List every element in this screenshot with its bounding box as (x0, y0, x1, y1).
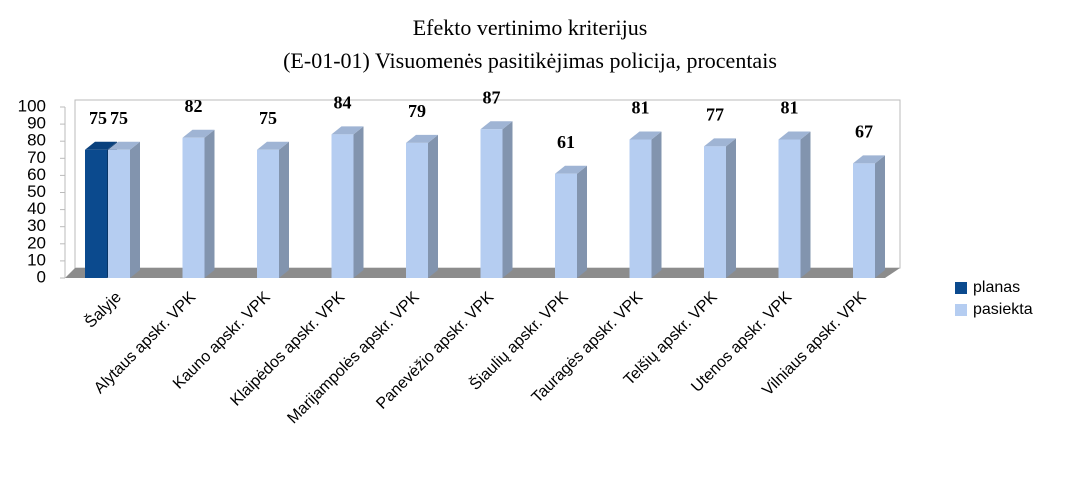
data-label: 75 (89, 108, 107, 128)
bar-side (428, 134, 438, 278)
legend-swatch (955, 282, 967, 294)
legend-swatch (955, 304, 967, 316)
bar-top (629, 131, 662, 140)
bar (853, 163, 875, 278)
bar-top (480, 121, 513, 130)
bar (480, 129, 503, 278)
bar-side (875, 155, 885, 278)
bar-top (853, 155, 885, 164)
data-label: 87 (483, 87, 501, 107)
bar (182, 137, 205, 278)
y-tick-label: 70 (27, 148, 46, 167)
bar-top (704, 138, 736, 147)
legend-label: pasiekta (973, 301, 1033, 318)
bar (85, 149, 107, 278)
bar-top (331, 126, 364, 135)
y-tick-label: 80 (27, 131, 46, 150)
bar (108, 149, 130, 278)
legend-label: planas (973, 279, 1020, 296)
chart-title: Efekto vertinimo kriterijus (413, 15, 648, 40)
bar (406, 142, 428, 278)
data-label: 81 (632, 98, 650, 118)
bar (331, 134, 354, 278)
data-label: 75 (259, 108, 277, 128)
chart-subtitle: (E-01-01) Visuomenės pasitikėjimas polic… (283, 48, 777, 73)
x-tick-label: Šalyje (81, 287, 125, 331)
data-label: 67 (855, 122, 873, 142)
bar (629, 139, 652, 278)
y-tick-label: 100 (18, 96, 46, 115)
bar-side (726, 138, 736, 278)
bar-side (800, 131, 811, 278)
y-tick-label: 20 (27, 233, 46, 252)
y-tick-label: 90 (27, 114, 46, 133)
bar-side (204, 129, 215, 278)
x-tick-label: Marijampolės apskr. VPK (284, 289, 423, 428)
bar-top (778, 131, 811, 140)
data-label: 81 (781, 98, 799, 118)
data-label: 61 (557, 132, 575, 152)
data-label: 84 (334, 92, 352, 112)
bar-top (108, 141, 140, 150)
bar-side (353, 126, 364, 278)
bar-top (555, 165, 587, 174)
data-label: 75 (110, 108, 128, 128)
y-tick-label: 50 (27, 182, 46, 201)
y-tick-label: 40 (27, 199, 46, 218)
bar-top (85, 141, 117, 150)
y-tick-label: 30 (27, 216, 46, 235)
data-label: 77 (706, 104, 724, 124)
bar (778, 139, 801, 278)
y-tick-label: 60 (27, 165, 46, 184)
bar-top (257, 141, 289, 150)
data-label: 79 (408, 101, 426, 121)
bar-side (130, 141, 140, 278)
y-tick-label: 0 (37, 267, 46, 286)
bar-top (406, 134, 438, 143)
bar-side (502, 121, 513, 278)
bar-top (182, 129, 215, 138)
data-label: 82 (185, 96, 203, 116)
bar (257, 149, 279, 278)
bar-side (651, 131, 662, 278)
bar (555, 173, 577, 278)
y-tick-label: 10 (27, 250, 46, 269)
bar (704, 146, 726, 278)
bar-side (577, 165, 587, 278)
bar-side (279, 141, 289, 278)
